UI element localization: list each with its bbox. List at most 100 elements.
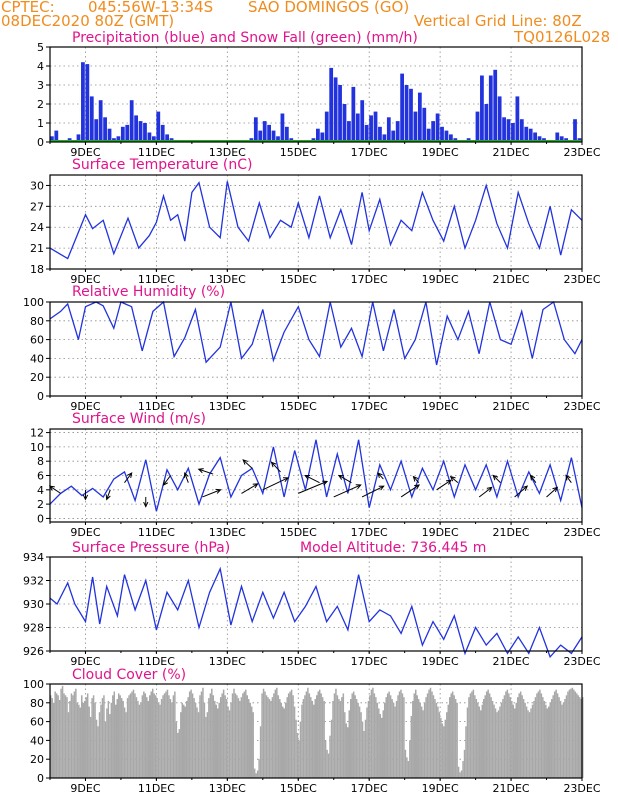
cloud-bar <box>347 727 349 778</box>
precip-bar <box>484 104 489 142</box>
precip-bar <box>262 121 267 142</box>
cloud-bar <box>289 691 291 778</box>
precip-bar <box>355 113 360 142</box>
header-model-code: TQ0126L028 <box>513 28 610 46</box>
cloud-bar <box>381 717 383 778</box>
cloud-bar <box>163 693 166 778</box>
cloud-bar <box>410 715 413 778</box>
precip-bar <box>94 119 99 142</box>
precip-bar <box>89 96 94 142</box>
cloud-bar <box>316 695 318 778</box>
cloud-bar <box>398 691 401 778</box>
precip-bar <box>351 86 356 142</box>
cloud-bar <box>355 699 358 778</box>
cloud-bar <box>51 698 53 778</box>
wind-x-tick-label: 11DEC <box>138 526 175 539</box>
precip-x-tick-label: 11DEC <box>138 146 175 159</box>
cloud-bar <box>568 689 571 778</box>
cloud-bar <box>194 702 197 778</box>
precip-bar <box>431 121 436 142</box>
cloud-y-tick-label: 100 <box>23 678 44 691</box>
cloud-title: Cloud Cover (%) <box>72 667 186 683</box>
cloud-bar <box>245 689 247 778</box>
wind-arrow-head <box>197 468 204 474</box>
cloud-bar <box>61 685 64 778</box>
cloud-bar <box>533 700 535 778</box>
cloud-bar <box>543 700 546 778</box>
wind-arrow-shaft <box>298 480 328 494</box>
precip-x-tick-label: 19DEC <box>422 146 459 159</box>
cloud-bar <box>447 704 449 778</box>
wind-arrow-shaft <box>565 475 572 483</box>
press-y-tick-label: 928 <box>23 622 44 635</box>
cloud-bar <box>373 693 376 778</box>
press-x-tick-label: 17DEC <box>351 655 388 668</box>
cloud-bar <box>153 693 155 778</box>
precip-y-tick-label: 3 <box>37 79 44 92</box>
cloud-bar <box>478 706 481 778</box>
cloud-bar <box>82 702 84 778</box>
cloud-bar <box>339 700 342 778</box>
rh-y-tick-label: 20 <box>30 371 44 384</box>
wind-arrow-shaft <box>377 472 384 480</box>
cloud-bar <box>106 708 108 778</box>
temp-title: Surface Temperature (nC) <box>72 157 253 173</box>
cloud-bar <box>432 695 435 778</box>
precip-bar <box>160 124 165 142</box>
precip-frame <box>49 46 583 143</box>
cloud-bar <box>553 691 556 778</box>
wind-y-tick-label: 10 <box>30 441 44 454</box>
cloud-bar <box>128 695 130 778</box>
cloud-bar <box>296 732 299 778</box>
precip-bar <box>519 119 524 142</box>
cloud-bar <box>338 699 340 778</box>
wind-arrow-head <box>322 480 329 486</box>
press-title: Surface Pressure (hPa) <box>72 540 230 556</box>
cloud-bar <box>540 693 543 778</box>
cloud-bar <box>318 689 321 778</box>
wind-arrow-head <box>486 486 493 493</box>
cloud-bar <box>228 710 231 778</box>
wind-arrow-shaft <box>242 459 253 469</box>
press-series-line <box>49 566 583 659</box>
wind-x-tick-label: 21DEC <box>493 526 530 539</box>
rh-y-tick-label: 60 <box>30 334 44 347</box>
cloud-bar <box>509 697 512 778</box>
cloud-bar <box>138 704 141 778</box>
cloud-bar <box>69 700 71 778</box>
precip-bar <box>573 119 577 142</box>
cloud-bar <box>151 688 154 778</box>
cloud-bar <box>129 693 132 778</box>
cloud-bar <box>97 726 99 778</box>
cloud-bar <box>481 704 483 778</box>
rh-title: Relative Humidity (%) <box>72 284 225 300</box>
precip-bar <box>497 96 502 142</box>
wind-arrow-head <box>449 475 456 482</box>
cloud-bar <box>326 749 328 778</box>
cloud-bar <box>417 699 420 778</box>
cloud-bar <box>115 704 117 778</box>
cloud-bar <box>511 700 513 778</box>
cloud-bar <box>116 699 118 778</box>
temp-y-tick-label: 24 <box>30 221 44 234</box>
cloud-bar <box>270 700 272 778</box>
cloud-bar <box>279 699 281 778</box>
press-y-tick-label: 934 <box>23 551 44 564</box>
cloud-bar <box>548 706 550 778</box>
cloud-bar <box>55 693 58 778</box>
wind-arrow-shaft <box>413 476 420 483</box>
wind-arrow-shaft <box>436 479 452 491</box>
rh-x-tick-label: 9DEC <box>70 400 100 413</box>
cloud-bar <box>580 699 582 778</box>
cloud-bar <box>70 693 73 778</box>
wind-arrow-head <box>378 485 385 491</box>
cloud-y-tick-label: 40 <box>30 734 44 747</box>
cloud-bar <box>81 695 83 778</box>
cloud-bar <box>185 700 188 778</box>
precip-bar <box>373 111 378 142</box>
cloud-bar <box>508 693 510 778</box>
cloud-bar <box>166 689 169 778</box>
cloud-bar <box>471 691 473 778</box>
wind-arrow-shaft <box>49 485 61 494</box>
precip-bar <box>502 117 506 142</box>
